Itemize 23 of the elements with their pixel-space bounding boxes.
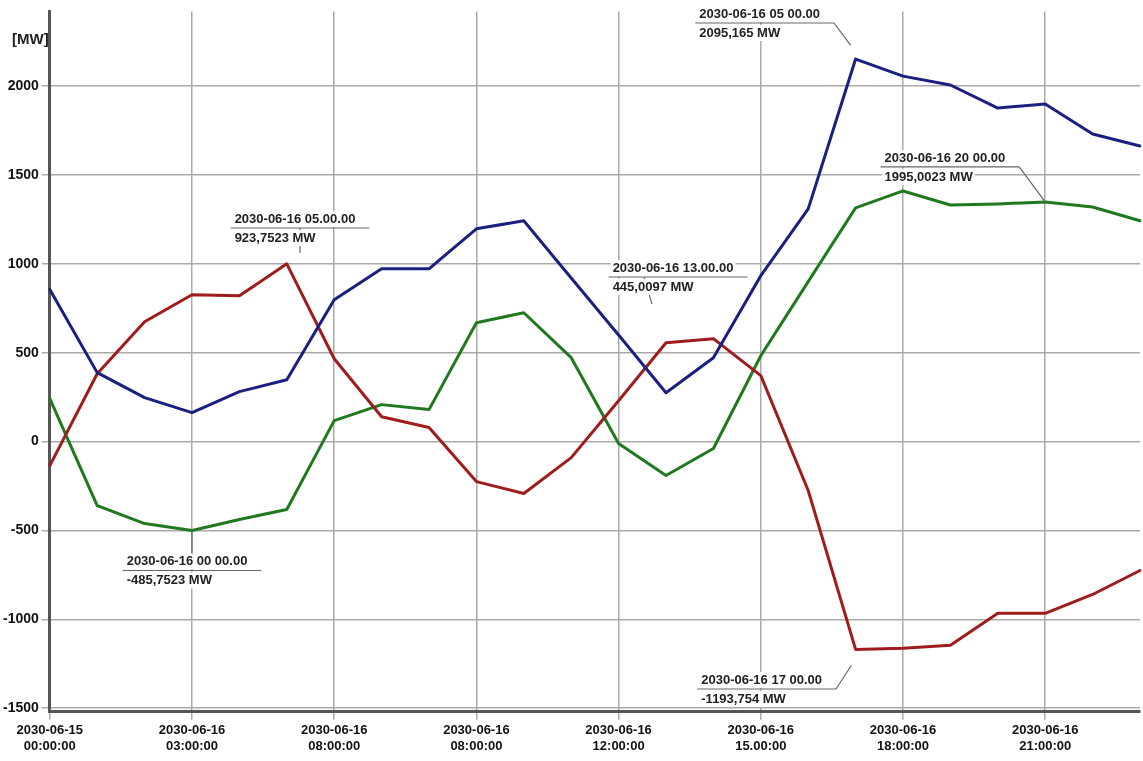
x-tick-label: 2030-06-16 08:00:00: [443, 722, 510, 753]
y-tick-label: 0: [31, 432, 40, 449]
y-tick-label: 2000: [7, 76, 40, 93]
y-tick-label: -500: [10, 521, 40, 538]
y-tick-label: -1500: [2, 699, 40, 716]
y-tick-label: 1000: [7, 254, 40, 271]
x-tick-label: 2030-06-16 21:00:00: [1011, 722, 1079, 753]
annotation: 2030-06-16 17 00.00 -1193,754 MW: [701, 671, 823, 706]
y-tick-label: 1500: [7, 165, 40, 182]
annotation: 2030-06-16 20 00.00 1995,0023 MW: [884, 149, 1006, 184]
y-tick-label: 500: [15, 343, 40, 360]
x-tick-label: 2030-06-15 00:00:00: [16, 722, 84, 753]
x-tick-label: 2030-06-16 15.00:00: [727, 722, 795, 753]
annotation: 2030-06-16 00 00.00 -485,7523 MW: [126, 553, 248, 588]
annotation: 2030-06-16 05.00.00 923,7523 MW: [234, 210, 356, 245]
x-tick-label: 2030-06-16 18:00:00: [869, 722, 937, 753]
annotation: 2030-06-16 05 00.00 2095,165 MW: [699, 5, 821, 40]
x-tick-label: 2030-06-16 12:00:00: [585, 722, 652, 753]
y-tick-label: -1000: [2, 610, 40, 627]
annotation: 2030-06-16 13.00.00 445,0097 MW: [612, 259, 734, 294]
y-axis-title: [MW]: [12, 30, 49, 48]
x-tick-label: 2030-06-16 03:00:00: [158, 722, 226, 753]
x-tick-label: 2030-06-16 08:00:00: [300, 722, 368, 753]
